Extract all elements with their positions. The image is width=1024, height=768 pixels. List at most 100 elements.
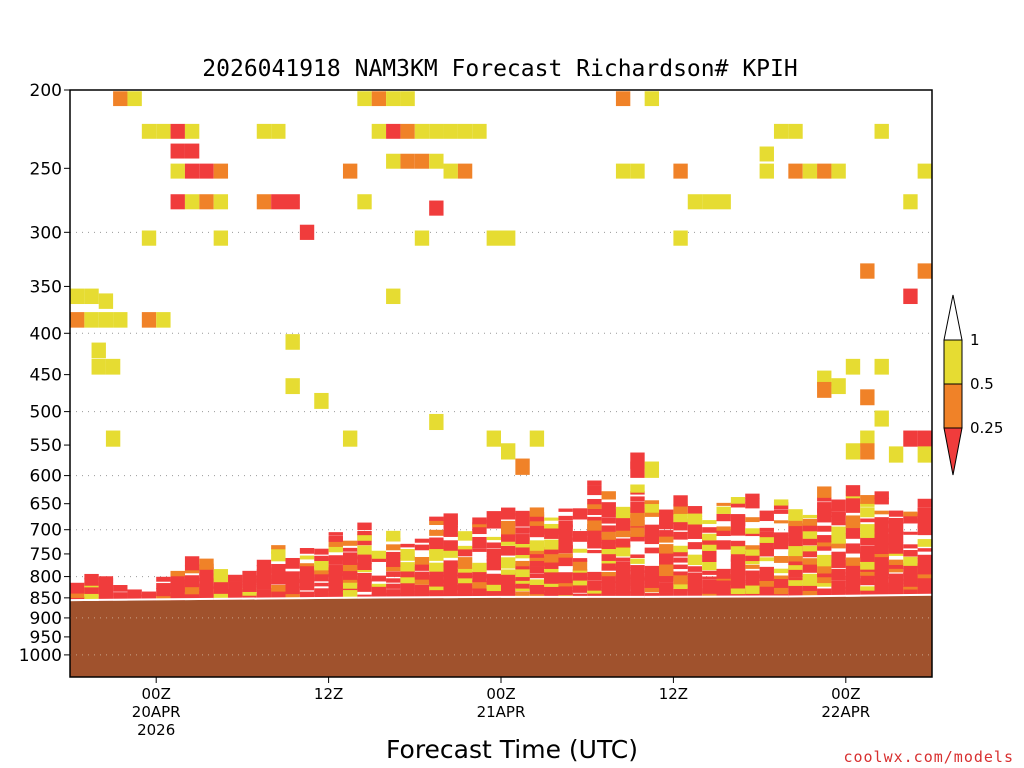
band-cell — [759, 541, 774, 552]
band-cell — [702, 549, 717, 557]
band-cell — [501, 512, 516, 520]
band-cell — [788, 530, 803, 538]
heatmap-cell — [170, 163, 185, 179]
band-cell — [745, 548, 760, 556]
band-cell — [544, 539, 559, 550]
band-cell — [357, 531, 372, 541]
band-cell — [888, 552, 904, 556]
band-cell — [773, 520, 789, 524]
heatmap-cell — [874, 410, 889, 427]
band-cell — [501, 593, 516, 597]
y-tick-label: 900 — [30, 609, 62, 629]
band-cell — [817, 502, 832, 513]
band-cell — [845, 571, 861, 577]
band-cell — [271, 584, 286, 592]
band-cell — [845, 543, 861, 554]
band-cell — [587, 508, 602, 515]
heatmap-cell — [70, 312, 85, 328]
band-cell — [299, 548, 315, 554]
band-cell — [457, 531, 473, 541]
band-cell — [687, 575, 703, 580]
band-cell — [860, 573, 875, 584]
band-cell — [558, 508, 573, 512]
band-cell — [773, 502, 789, 510]
band-cell — [874, 491, 889, 500]
band-cell — [84, 577, 99, 586]
band-cell — [486, 536, 501, 541]
band-cell — [314, 561, 329, 571]
band-cell — [745, 558, 760, 565]
heatmap-cell — [400, 153, 415, 169]
band-cell — [788, 523, 803, 531]
band-cell — [817, 525, 832, 532]
band-cell — [486, 582, 501, 592]
heatmap-cell — [917, 263, 932, 279]
band-cell — [659, 522, 674, 530]
legend-swatch-bottom — [943, 427, 963, 476]
band-cell — [98, 576, 114, 582]
band-cell — [860, 589, 875, 599]
band-cell — [558, 553, 573, 558]
band-cell — [802, 584, 818, 591]
legend-swatch-top — [943, 294, 963, 341]
band-cell — [730, 575, 746, 583]
band-cell — [773, 532, 789, 536]
band-cell — [486, 559, 501, 571]
band-cell — [845, 497, 861, 504]
band-cell — [630, 514, 645, 527]
band-cell — [917, 513, 932, 524]
band-cell — [544, 517, 559, 521]
band-cell — [788, 551, 803, 562]
band-cell — [156, 583, 171, 589]
band-cell — [874, 497, 889, 505]
band-cell — [529, 566, 545, 570]
heatmap-cell — [314, 392, 329, 409]
band-cell — [860, 495, 875, 504]
heatmap-cell — [903, 430, 918, 447]
heatmap-cell — [716, 194, 731, 210]
band-cell — [788, 515, 803, 527]
band-cell — [831, 580, 846, 590]
band-cell — [773, 509, 789, 514]
x-tick-label: 12Z — [314, 685, 343, 703]
band-cell — [817, 515, 832, 523]
band-cell — [788, 588, 803, 592]
band-cell — [429, 519, 444, 526]
band-cell — [457, 546, 473, 557]
band-cell — [845, 485, 861, 497]
band-cell — [773, 534, 789, 542]
band-cell — [443, 546, 458, 558]
band-cell — [113, 592, 128, 596]
band-cell — [888, 573, 904, 578]
band-cell — [184, 575, 200, 581]
heatmap-cell — [256, 194, 272, 210]
band-cell — [285, 586, 300, 595]
band-cell — [386, 583, 401, 589]
band-cell — [615, 569, 631, 579]
heatmap-cell — [630, 163, 645, 179]
band-cell — [357, 550, 372, 559]
band-cell — [414, 575, 430, 585]
x-tick-label: 00Z — [486, 685, 515, 703]
band-cell — [716, 526, 731, 531]
legend-label: 0.25 — [970, 419, 1003, 437]
band-cell — [472, 517, 487, 525]
band-cell — [874, 520, 889, 533]
band-cell — [831, 534, 846, 544]
band-cell — [759, 583, 774, 592]
band-cell — [644, 524, 660, 529]
band-cell — [702, 570, 717, 575]
band-cell — [314, 570, 329, 575]
band-cell — [860, 507, 875, 518]
band-cell — [501, 526, 516, 535]
heatmap-cells — [70, 91, 932, 478]
band-cell — [903, 531, 918, 535]
heatmap-cell — [199, 194, 214, 210]
y-tick-label: 750 — [30, 545, 62, 565]
band-cell — [730, 502, 746, 508]
band-cell — [917, 525, 932, 536]
band-cell — [831, 551, 846, 556]
heatmap-cell — [342, 430, 358, 447]
band-cell — [687, 554, 703, 566]
band-cell — [601, 537, 616, 544]
